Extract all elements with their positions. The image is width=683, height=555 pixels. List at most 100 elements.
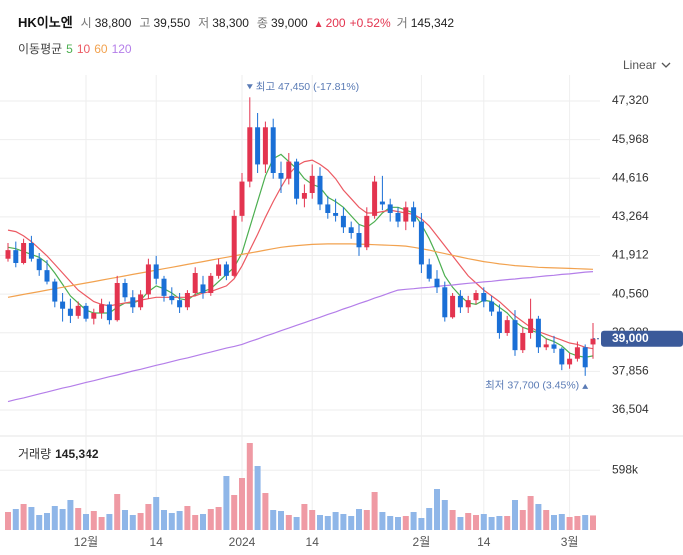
stock-name: HK이노엔 [18,15,73,30]
volume-bar [137,513,144,530]
scale-label[interactable]: Linear [623,58,656,72]
volume-bar [285,515,292,530]
volume-bar [457,517,464,530]
y-tick-label: 37,856 [612,364,649,378]
candle-body [379,201,385,205]
volume-bar [246,443,253,530]
candle-body [184,293,190,308]
header-line: HK이노엔 시 38,800 고 39,550 저 38,300 종 39,000 ▲ 200 +0.… [18,15,454,30]
candle-body [208,275,214,293]
candle-body [411,207,417,222]
candle-body [434,278,440,288]
high-marker [246,84,253,90]
price-tag: 39,000 [612,331,649,345]
candle-body [481,293,487,302]
x-tick-label: 14 [477,535,491,549]
y-tick-label: 41,912 [612,248,649,262]
volume-bar [75,508,82,530]
volume-bar [387,516,394,530]
ma-line [7,159,594,350]
ma-legend-item: 10 [77,42,91,56]
x-tick-label: 2월 [413,535,431,549]
candle-body [294,161,300,199]
candle-body [504,320,510,333]
volume-bar [402,516,409,530]
candle-body [403,207,409,222]
x-tick-label: 14 [150,535,164,549]
candle-body [44,270,50,282]
candle-body [348,227,354,233]
candle-body [496,311,502,333]
scale-button[interactable]: Linear [623,58,671,72]
volume-bar [192,515,199,530]
high-annotation: 최고 47,450 (-17.81%) [256,81,359,93]
volume-bar [145,504,152,530]
volume-bar [51,506,58,530]
volume-bar [566,517,573,530]
y-tick-label: 36,504 [612,402,649,416]
candle-body [255,127,261,165]
candle-body [114,283,120,321]
candle-body [590,338,596,345]
volume-bar [356,509,362,530]
candle-body [309,175,315,193]
candle-body [231,215,237,276]
volume-bar [473,515,479,530]
volume-bar [153,497,160,530]
volume-bar [12,509,19,530]
field-value: 145,342 [411,16,455,30]
candle-body [457,295,463,308]
volume-bar [231,495,238,530]
ma-legend-item: 5 [66,42,73,56]
volume-bar [480,514,487,530]
candle-body [216,264,222,276]
volume-bar [129,515,136,530]
candle-body [559,348,565,365]
field-label: 시 [81,16,92,30]
candle-body [262,127,268,165]
candle-body [426,264,432,279]
change-pct: +0.52% [350,16,391,30]
candle-body [387,204,393,213]
volume-bar [309,510,316,530]
candle-body [177,300,183,308]
ma-legend: 이동평균 5 10 60 120 [18,42,132,56]
volume-bar [512,500,518,530]
volume-bar [418,518,425,530]
low-annotation: 최저 37,700 (3.45%) [485,380,579,392]
field-label: 거 [397,16,408,30]
candle-body [83,305,89,319]
volume-bar [558,514,565,530]
volume-bar [223,476,230,530]
candle-body [169,295,175,301]
candle-body [567,358,573,365]
candle-body [145,264,151,295]
candle-body [270,127,276,173]
volume-bar [332,512,339,530]
candle-body [418,221,424,265]
volume-bar [254,466,261,530]
volume-bar [527,496,534,530]
candle-body [161,278,167,296]
candle-body [301,193,307,199]
candle-body [286,161,292,179]
volume-bar [20,504,27,530]
volume-bar [574,516,581,530]
volume-bar [184,506,191,530]
candle-body [442,287,448,318]
candle-body [67,308,73,316]
candle-body [372,181,378,216]
volume-bar [28,507,35,530]
volume-title: 거래량 145,342 [18,447,99,461]
candle-body [535,318,541,348]
candle-body [21,243,27,263]
ma-line [7,271,594,403]
volume-bar [207,509,214,530]
volume-bar [168,513,175,530]
candle-body [28,243,34,259]
y-tick-label: 47,320 [612,93,649,107]
volume-bar [59,509,66,530]
volume-bar [36,515,43,530]
chevron[interactable] [661,62,671,68]
